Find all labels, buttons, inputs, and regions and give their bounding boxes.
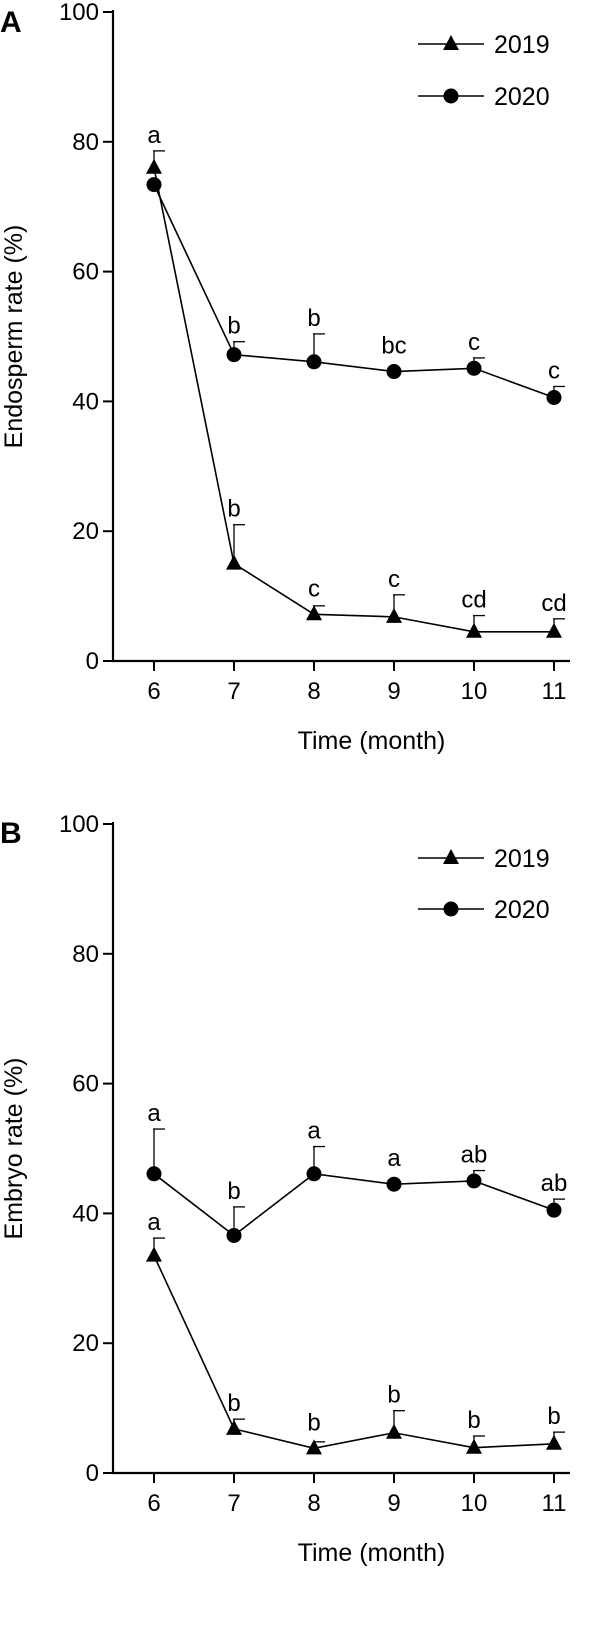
legend-label: 2020 — [494, 896, 550, 924]
significance-label: b — [227, 496, 240, 523]
data-point-circle — [146, 177, 162, 193]
significance-label: a — [307, 1118, 321, 1145]
y-tick-label: 40 — [72, 1200, 99, 1227]
legend: 2019 2020 — [418, 845, 550, 924]
significance-label: a — [387, 1145, 401, 1172]
series-2019: abc ccd cd — [146, 122, 567, 638]
y-tick-label: 80 — [72, 941, 99, 968]
series-2019: a b b b b b — [146, 1209, 565, 1455]
series-line-2020 — [153, 184, 555, 399]
significance-label: a — [147, 122, 161, 149]
significance-label: b — [547, 1403, 560, 1430]
data-point-triangle — [306, 1439, 322, 1455]
data-point-triangle — [466, 622, 482, 638]
significance-label: a — [147, 1100, 161, 1127]
data-point-triangle — [386, 607, 402, 623]
y-tick-label: 60 — [72, 1071, 99, 1098]
x-tick-label: 10 — [461, 678, 488, 705]
data-point-triangle — [546, 1434, 562, 1450]
data-point-triangle — [466, 1438, 482, 1454]
significance-label: bc — [381, 333, 406, 360]
significance-label: b — [387, 1382, 400, 1409]
legend-marker-triangle — [443, 35, 459, 50]
legend-marker-circle — [443, 901, 459, 917]
data-point-triangle — [226, 1419, 242, 1435]
x-axis-title: Time (month) — [298, 1539, 446, 1567]
data-point-circle — [466, 360, 482, 376]
y-tick-label: 80 — [72, 129, 99, 156]
data-point-circle — [546, 1202, 562, 1218]
y-tick-label: 0 — [86, 648, 99, 675]
significance-label: c — [468, 329, 480, 356]
series-line-2019 — [153, 167, 554, 633]
x-tick-label: 11 — [542, 678, 567, 705]
x-tick-label: 11 — [542, 1490, 567, 1517]
y-tick-label: 40 — [72, 388, 99, 415]
legend-marker-triangle — [443, 849, 459, 864]
legend-label: 2020 — [494, 83, 550, 111]
data-point-triangle — [226, 554, 242, 570]
data-point-circle — [226, 1227, 242, 1243]
data-point-circle — [466, 1173, 482, 1189]
significance-label: b — [227, 313, 240, 340]
x-tick-label: 6 — [147, 678, 160, 705]
x-tick-label: 8 — [307, 1490, 320, 1517]
x-tick-label: 10 — [461, 1490, 488, 1517]
data-point-circle — [226, 347, 242, 363]
y-axis-title: Endosperm rate (%) — [0, 225, 28, 449]
significance-label: b — [307, 305, 320, 332]
x-tick-label: 9 — [387, 678, 400, 705]
data-point-circle — [386, 1176, 402, 1192]
x-tick-label: 8 — [307, 678, 320, 705]
series-2020: b b bc c c — [146, 177, 565, 406]
data-point-triangle — [386, 1423, 402, 1439]
x-tick-label: 7 — [227, 678, 240, 705]
significance-label: cd — [461, 587, 486, 614]
series-line-2020 — [153, 1172, 555, 1237]
y-tick-label: 100 — [59, 0, 99, 26]
significance-label: b — [467, 1407, 480, 1434]
data-point-circle — [146, 1166, 162, 1182]
panel-letter: B — [0, 817, 22, 850]
data-point-circle — [306, 354, 322, 370]
y-axis-title: Embryo rate (%) — [0, 1058, 28, 1240]
significance-label: cd — [541, 590, 566, 617]
x-axis-title: Time (month) — [298, 727, 446, 755]
data-point-triangle — [306, 605, 322, 621]
data-point-circle — [386, 364, 402, 380]
significance-label: c — [548, 357, 560, 384]
data-point-circle — [306, 1166, 322, 1182]
significance-label: b — [307, 1409, 320, 1436]
panel-letter: A — [0, 6, 22, 39]
data-point-triangle — [146, 1246, 162, 1262]
legend-marker-circle — [443, 88, 459, 104]
data-point-triangle — [146, 158, 162, 174]
data-point-circle — [546, 390, 562, 406]
significance-label: b — [227, 1390, 240, 1417]
chart-panel-b: B 0 20 40 60 80 100 6 7 8 9 10 11 Time (month) Embryo … — [0, 811, 570, 1567]
y-tick-label: 60 — [72, 259, 99, 286]
data-point-triangle — [546, 622, 562, 638]
significance-label: ab — [541, 1170, 568, 1197]
y-tick-label: 20 — [72, 518, 99, 545]
significance-label: b — [227, 1178, 240, 1205]
legend: 2019 2020 — [418, 31, 550, 111]
chart-panel-a: A 0 20 40 60 80 100 6 7 8 9 10 11 Time (month) Endospe… — [0, 0, 570, 755]
x-tick-label: 6 — [147, 1490, 160, 1517]
y-tick-label: 100 — [59, 811, 99, 838]
legend-label: 2019 — [494, 31, 550, 59]
significance-label: ab — [461, 1142, 488, 1169]
y-tick-label: 0 — [86, 1460, 99, 1487]
x-tick-label: 9 — [387, 1490, 400, 1517]
legend-label: 2019 — [494, 845, 550, 873]
x-tick-label: 7 — [227, 1490, 240, 1517]
significance-label: a — [147, 1209, 161, 1236]
significance-label: c — [308, 575, 320, 602]
significance-label: c — [388, 566, 400, 593]
y-tick-label: 20 — [72, 1330, 99, 1357]
series-line-2019 — [153, 1255, 555, 1450]
